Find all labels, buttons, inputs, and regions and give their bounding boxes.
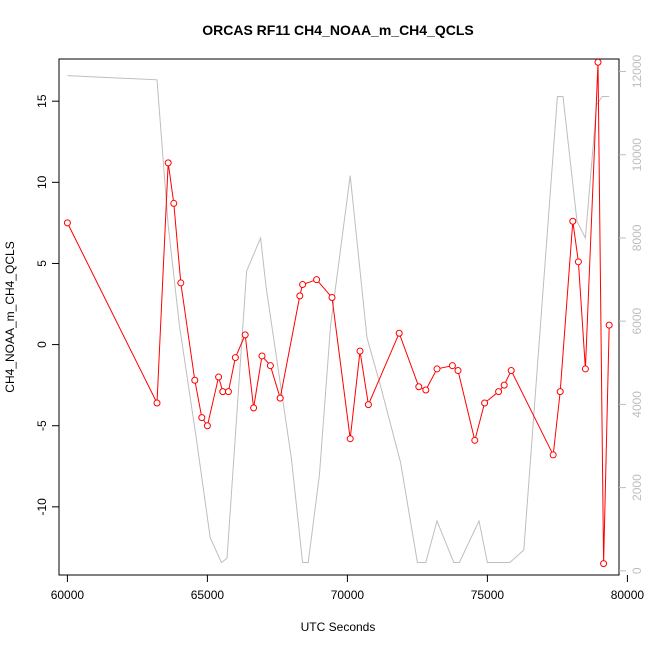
data-point [471, 436, 479, 444]
data-point [549, 451, 557, 459]
data-point [581, 365, 589, 373]
series-line-secondary [67, 75, 610, 564]
data-point [500, 381, 508, 389]
y-tick-label: 0 [35, 341, 49, 348]
y2-tick-label: 2000 [630, 474, 644, 501]
y-axis-right: 0 2000 4000 6000 8000 10000 12000 [619, 54, 644, 574]
x-tick-label: 80000 [611, 588, 645, 602]
chart-title: ORCAS RF11 CH4_NOAA_m_CH4_QCLS [202, 22, 474, 38]
data-point [203, 422, 211, 430]
x-axis-label: UTC Seconds [301, 620, 376, 634]
data-point [198, 414, 206, 422]
y2-tick-label: 4000 [630, 391, 644, 418]
data-point [231, 354, 239, 362]
data-point [224, 388, 232, 396]
data-point [433, 365, 441, 373]
data-point [364, 401, 372, 409]
data-point [299, 281, 307, 289]
data-point [250, 404, 258, 412]
data-point [481, 399, 489, 407]
data-point [569, 217, 577, 225]
x-tick-label: 65000 [191, 588, 225, 602]
y2-tick-label: 0 [630, 567, 644, 574]
data-point [422, 386, 430, 394]
data-point [170, 199, 178, 207]
data-point [346, 435, 354, 443]
data-point [313, 276, 321, 284]
data-point [276, 394, 284, 402]
y-axis-left: -10 -5 0 5 10 15 [35, 94, 59, 516]
data-point [507, 367, 515, 375]
y-tick-label: 10 [35, 175, 49, 189]
data-point [448, 362, 456, 370]
y2-tick-label: 8000 [630, 224, 644, 251]
data-point [258, 352, 266, 360]
data-point [215, 373, 223, 381]
data-point [177, 279, 185, 287]
y-axis-label: CH4_NOAA_m_CH4_QCLS [3, 241, 17, 392]
x-tick-label: 75000 [471, 588, 505, 602]
data-point [164, 159, 172, 167]
data-point [454, 367, 462, 375]
series-layer [63, 58, 613, 568]
data-point [296, 292, 304, 300]
y-tick-label: -10 [35, 498, 49, 516]
data-point [63, 219, 71, 227]
data-point [556, 388, 564, 396]
x-tick-label: 70000 [331, 588, 365, 602]
data-point [600, 560, 608, 568]
data-point [153, 399, 161, 407]
data-point [266, 362, 274, 370]
data-point [356, 347, 364, 355]
plot-frame [58, 58, 620, 576]
y-tick-label: 5 [35, 260, 49, 267]
x-axis: 60000 65000 70000 75000 80000 [51, 575, 645, 602]
data-point [241, 331, 249, 339]
data-point [495, 388, 503, 396]
y2-tick-label: 10000 [630, 138, 644, 172]
data-point [574, 258, 582, 266]
data-point [191, 376, 199, 384]
data-point [605, 321, 613, 329]
y2-tick-label: 6000 [630, 307, 644, 334]
x-tick-label: 60000 [51, 588, 85, 602]
y2-tick-label: 12000 [630, 54, 644, 88]
y-tick-label: -5 [35, 420, 49, 431]
data-point [594, 58, 602, 66]
data-point [395, 329, 403, 337]
data-point [415, 383, 423, 391]
y-tick-label: 15 [35, 94, 49, 108]
data-point [328, 294, 336, 302]
